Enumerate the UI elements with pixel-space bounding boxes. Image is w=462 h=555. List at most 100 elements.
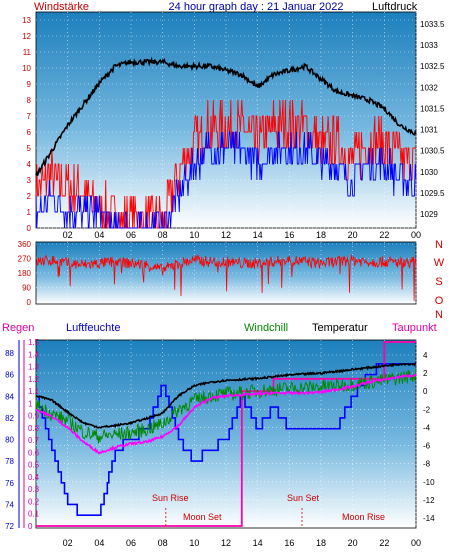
compass-letter: W [434, 257, 445, 269]
axes-layer: 0202040406060808101012121414161618182020… [5, 16, 445, 548]
pressure-tick-label: 1031.5 [420, 104, 445, 113]
x-tick-label-weather: 00 [411, 538, 421, 548]
pressure-tick-label: 1030 [420, 168, 438, 177]
wind-tick-label: 7 [27, 112, 32, 121]
moon-set-annotation: Moon Set [183, 512, 222, 522]
x-tick-label-wind: 02 [63, 230, 73, 240]
rain-tick-label: 1.4 [28, 350, 40, 359]
compass-letter: S [435, 276, 442, 288]
humidity-tick-label: 76 [5, 479, 14, 488]
x-tick-label-weather: 14 [253, 538, 263, 548]
moon-rise-annotation: Moon Rise [342, 512, 385, 522]
temperature-tick-label: 2 [423, 369, 428, 378]
x-tick-label-wind: 14 [253, 230, 263, 240]
wind-tick-label: 9 [27, 80, 32, 89]
humidity-tick-label: 80 [5, 436, 14, 445]
humidity-tick-label: 74 [5, 500, 14, 509]
sun-rise-annotation: Sun Rise [152, 493, 189, 503]
temperature-tick-label: -4 [423, 423, 431, 432]
x-tick-label-weather: 04 [94, 538, 104, 548]
rain-tick-label: 1.3 [28, 363, 40, 372]
compass-letter: N [435, 309, 443, 321]
pressure-tick-label: 1032 [420, 83, 438, 92]
x-tick-label-wind: 06 [126, 230, 136, 240]
humidity-tick-label: 72 [5, 522, 14, 531]
windchill-label: Windchill [244, 322, 288, 334]
x-tick-label-weather: 02 [63, 538, 73, 548]
wind-tick-label: 8 [27, 96, 32, 105]
x-tick-label-weather: 20 [348, 538, 358, 548]
rain-tick-label: 0.1 [28, 510, 40, 519]
x-tick-label-weather: 08 [158, 538, 168, 548]
regen-label: Regen [2, 322, 34, 334]
pressure-tick-label: 1029 [420, 210, 438, 219]
pressure-tick-label: 1033.5 [420, 20, 445, 29]
x-tick-label-wind: 16 [284, 230, 294, 240]
luftfeuchte-label: Luftfeuchte [66, 322, 120, 334]
temperature-tick-label: -12 [423, 496, 435, 505]
x-tick-label-wind: 08 [158, 230, 168, 240]
x-tick-label-wind: 00 [411, 230, 421, 240]
temperature-tick-label: -6 [423, 442, 431, 451]
wind-tick-label: 4 [27, 160, 32, 169]
humidity-tick-label: 86 [5, 371, 14, 380]
wind-title: Windstärke [34, 1, 89, 13]
compass-letter: O [435, 295, 444, 307]
temperature-line [35, 362, 417, 429]
sun-set-annotation: Sun Set [287, 493, 320, 503]
humidity-tick-label: 84 [5, 392, 14, 401]
rain-tick-label: 1.1 [28, 387, 40, 396]
pressure-tick-label: 1030.5 [420, 147, 445, 156]
rain-tick-label: 0.4 [28, 473, 40, 482]
direction-tick-label: 270 [18, 255, 32, 264]
dewpoint-line [35, 373, 417, 455]
wind-tick-label: 13 [22, 16, 31, 25]
humidity-line [36, 362, 416, 517]
rain-tick-label: 0.9 [28, 412, 40, 421]
wind-tick-label: 11 [23, 48, 32, 57]
rain-tick-label: 1.5 [28, 338, 40, 347]
taupunkt-label: Taupunkt [392, 322, 437, 334]
direction-tick-label: 90 [22, 284, 31, 293]
temperatur-label: Temperatur [312, 322, 368, 334]
x-tick-label-wind: 22 [379, 230, 389, 240]
pressure-tick-label: 1031 [420, 126, 438, 135]
gust-line [35, 131, 417, 229]
windchill-line [35, 368, 417, 444]
wind-tick-label: 10 [22, 64, 31, 73]
x-tick-label-wind: 12 [221, 230, 231, 240]
wind-tick-label: 2 [27, 192, 32, 201]
data-layer [35, 56, 417, 528]
humidity-tick-label: 78 [5, 457, 14, 466]
graph-title: 24 hour graph day : 21 Januar 2022 [169, 1, 344, 13]
temperature-tick-label: -2 [423, 405, 431, 414]
temperature-tick-label: 4 [423, 351, 428, 360]
humidity-tick-label: 88 [5, 349, 14, 358]
x-tick-label-weather: 18 [316, 538, 326, 548]
rain-tick-label: 1.2 [28, 375, 40, 384]
pressure-line [35, 56, 417, 176]
rain-line [36, 341, 416, 527]
rain-tick-label: 1 [28, 399, 33, 408]
x-tick-label-wind: 18 [316, 230, 326, 240]
x-tick-label-weather: 10 [189, 538, 199, 548]
x-tick-label-weather: 16 [284, 538, 294, 548]
humidity-tick-label: 82 [5, 414, 14, 423]
pressure-title: Luftdruck [372, 1, 418, 13]
wind-tick-label: 6 [27, 128, 32, 137]
wind-tick-label: 0 [27, 224, 32, 233]
pressure-tick-label: 1032.5 [420, 62, 445, 71]
rain-tick-label: 0.7 [28, 436, 40, 445]
wind-tick-label: 1 [27, 208, 32, 217]
temperature-tick-label: -14 [423, 514, 435, 523]
pressure-tick-label: 1033 [420, 41, 438, 50]
temperature-tick-label: 0 [423, 387, 428, 396]
rain-tick-label: 0.8 [28, 424, 40, 433]
wind-direction-line [35, 254, 417, 301]
wind-tick-label: 3 [27, 176, 32, 185]
pressure-tick-label: 1029.5 [420, 189, 445, 198]
direction-tick-label: 360 [18, 240, 32, 249]
rain-tick-label: 0.5 [28, 461, 40, 470]
